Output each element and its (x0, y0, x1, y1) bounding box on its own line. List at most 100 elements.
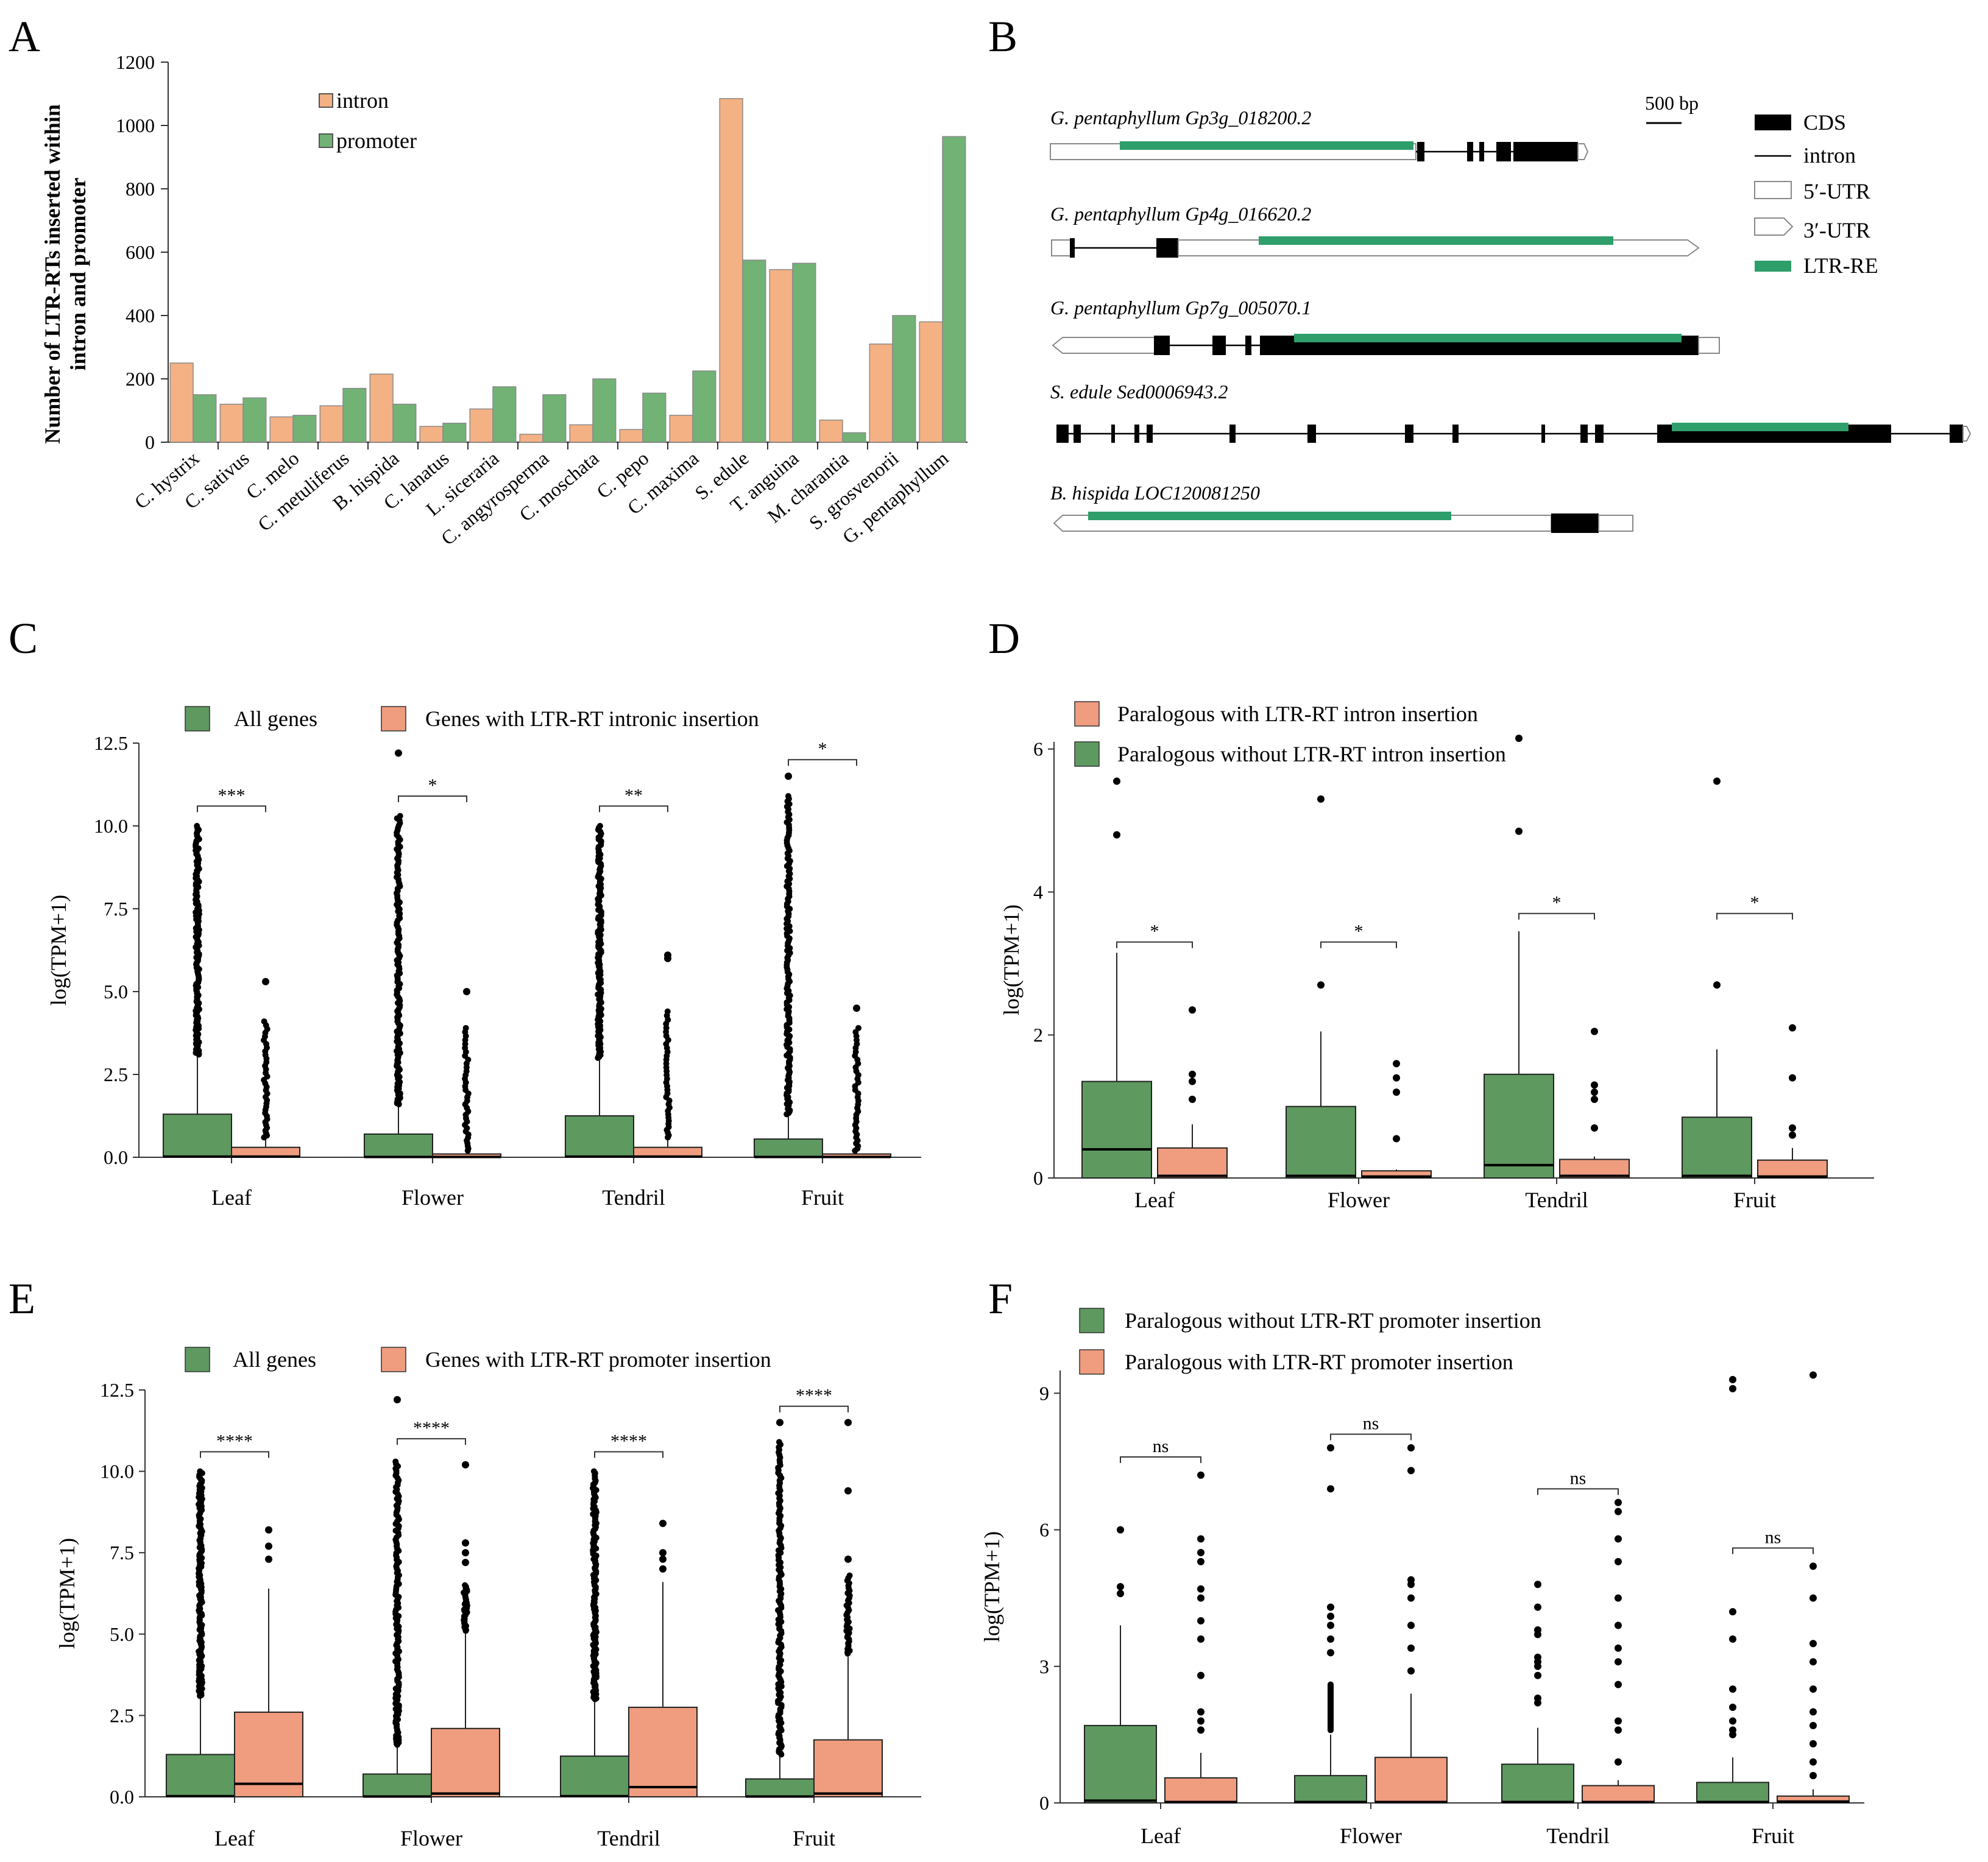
box-y-tick-label: 12.5 (94, 732, 128, 754)
box-outlier (1534, 1603, 1541, 1611)
box-green (1286, 1106, 1356, 1179)
box-outlier (1197, 1617, 1204, 1625)
bar-y-tick-label: 1000 (116, 115, 155, 136)
box-outlier (1393, 1135, 1400, 1143)
box-salmon (1582, 1785, 1655, 1804)
bar-promoter (892, 315, 916, 443)
cds-exon (1580, 425, 1588, 443)
box-outlier (1729, 1685, 1736, 1693)
box-outlier (1713, 981, 1721, 989)
box-outlier (462, 1539, 469, 1547)
box-outlier (462, 1582, 469, 1589)
box-salmon (1757, 1159, 1828, 1179)
box-outlier (1327, 1621, 1334, 1629)
bar-promoter (392, 403, 417, 443)
cds-exon (1452, 425, 1459, 443)
box-outlier (1113, 777, 1120, 785)
box-outlier (1615, 1726, 1622, 1734)
bar-intron (719, 98, 743, 443)
bar-intron (819, 419, 843, 443)
box-outlier (1327, 1485, 1334, 1493)
significance-label: **** (413, 1418, 450, 1438)
box-category-label: Leaf (1141, 1824, 1181, 1848)
box-outlier (1729, 1384, 1736, 1392)
box-y-tick-label: 2.5 (104, 1063, 128, 1085)
box-category-label: Flower (400, 1826, 462, 1850)
box-y-tick-label: 5.0 (104, 981, 128, 1003)
box-outlier (844, 1487, 852, 1495)
bar-promoter (292, 415, 317, 443)
box-outlier (261, 1018, 267, 1024)
box-outlier (1809, 1721, 1817, 1729)
legend-intronic: Genes with LTR-RT intronic insertion (425, 707, 759, 731)
legend-all-genes-e: All genes (233, 1347, 316, 1372)
cds-exon (1245, 336, 1251, 355)
significance-label: **** (216, 1431, 253, 1451)
panel-label-a: A (9, 12, 40, 61)
box-outlier (1189, 1077, 1196, 1085)
box-outlier (1189, 1095, 1196, 1103)
box-outlier (1117, 1526, 1124, 1534)
box-outlier (1789, 1124, 1796, 1132)
box-green (1682, 1116, 1752, 1179)
legend-swatch-promoter (319, 133, 333, 148)
bar-intron (269, 416, 294, 443)
boxplot-e: All genes Genes with LTR-RT promoter ins… (55, 1347, 921, 1850)
cds-exon (1154, 336, 1170, 355)
significance-label: *** (218, 785, 246, 805)
box-outlier (1515, 735, 1523, 742)
box-category-label: Flower (1328, 1188, 1390, 1212)
box-outlier (1534, 1581, 1541, 1589)
box-outlier (1809, 1371, 1817, 1379)
box-outlier (1407, 1621, 1415, 1629)
box-y-tick-label: 0 (1033, 1167, 1043, 1189)
bar-intron (469, 408, 493, 443)
significance-bracket (200, 1451, 269, 1458)
box-outlier (1615, 1535, 1622, 1543)
gene-model-2 (1051, 236, 1700, 258)
box-outlier (853, 1004, 860, 1012)
gene-legend: CDS intron 5′-UTR 3′-UTR LTR-RE (1754, 110, 1878, 278)
box-outlier (1809, 1758, 1817, 1766)
ltr-re-insertion (1672, 423, 1848, 431)
box-category-label: Fruit (793, 1826, 835, 1850)
cds-exon (1496, 142, 1511, 161)
box-green (1696, 1782, 1769, 1804)
legend-5utr: 5′-UTR (1803, 179, 1870, 203)
box-y-tick-label: 6 (1039, 1519, 1049, 1541)
box-y-tick-label: 5.0 (110, 1623, 134, 1645)
boxplot-f-legend: Paralogous without LTR-RT promoter inser… (1079, 1308, 1541, 1375)
box-outlier (1117, 1583, 1124, 1590)
significance-label: **** (610, 1431, 647, 1451)
box-outlier (1615, 1680, 1622, 1688)
box-outlier (1113, 831, 1120, 839)
box-outlier (1515, 827, 1523, 835)
box-outlier (785, 772, 792, 780)
significance-label: ** (624, 785, 643, 805)
legend-swatch-intronic (381, 706, 406, 732)
bar-y-tick-label: 200 (126, 368, 155, 390)
significance-bracket (779, 1405, 849, 1412)
legend-swatch-with-promoter (1079, 1349, 1105, 1375)
bar-promoter (842, 432, 866, 443)
cds-exon (1229, 425, 1236, 443)
box-outlier (1407, 1444, 1415, 1452)
box-green (1084, 1724, 1157, 1804)
bar-promoter (442, 423, 467, 443)
box-outlier (1615, 1658, 1622, 1666)
box-category-label: Flower (401, 1185, 464, 1210)
box-salmon (431, 1727, 500, 1797)
box-outlier (1407, 1467, 1415, 1475)
bar-y-tick-label: 400 (126, 305, 155, 326)
legend-ltr-re: LTR-RE (1803, 253, 1878, 278)
gene-structure-panel: G. pentaphyllum Gp3g_018200.2 G. pentaph… (1050, 92, 1972, 533)
box-outlier (1327, 1635, 1334, 1643)
box-outlier (1615, 1758, 1622, 1766)
significance-bracket (1716, 912, 1793, 920)
legend-swatch-promoter-e (381, 1347, 406, 1372)
box-outlier (846, 1572, 853, 1579)
bar-legend: intron promoter (319, 88, 417, 153)
cds-exon (1070, 238, 1075, 258)
significance-bracket (599, 805, 668, 813)
